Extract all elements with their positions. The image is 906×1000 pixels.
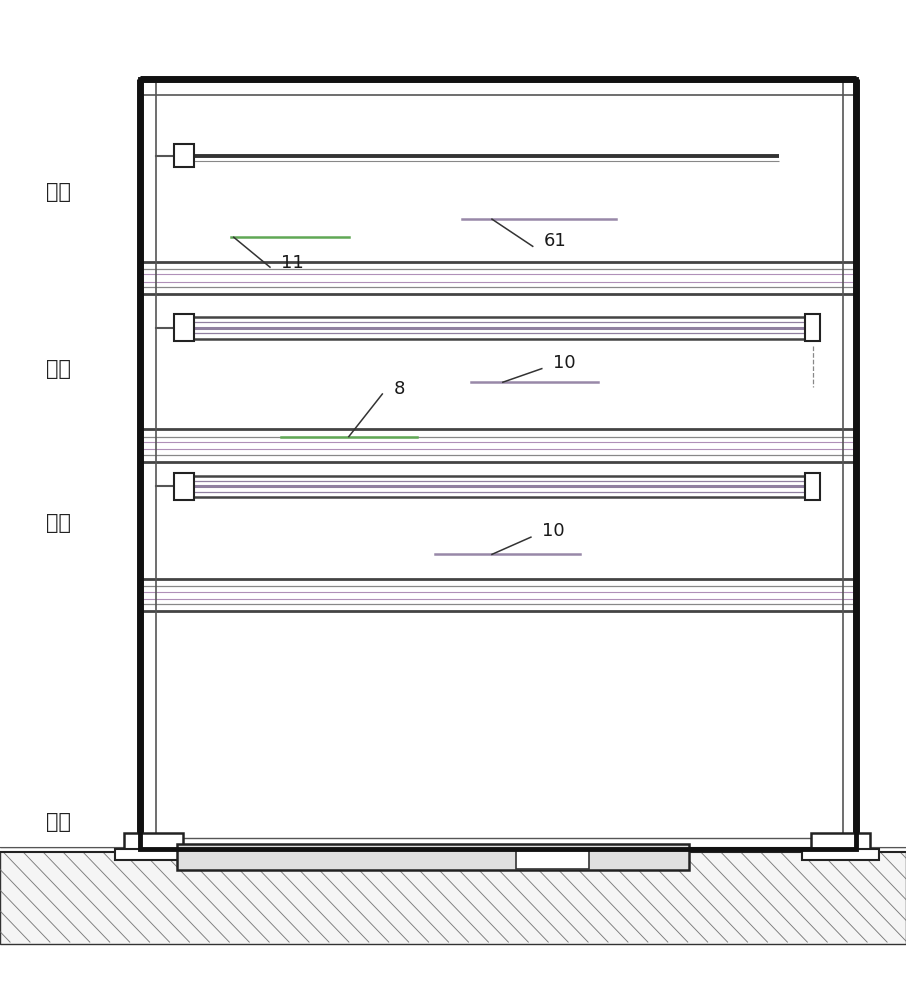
Text: 二层: 二层 (46, 513, 72, 533)
Bar (115, 849, 192, 860)
Bar (177, 844, 689, 870)
Bar (811, 833, 870, 849)
Text: 三层: 三层 (46, 359, 72, 379)
Bar (124, 833, 183, 849)
Bar (805, 473, 820, 500)
Bar (0, 849, 906, 853)
Text: 10: 10 (553, 354, 575, 372)
Bar (140, 79, 856, 849)
Bar (174, 144, 194, 167)
Text: 一层: 一层 (46, 812, 72, 832)
Text: 61: 61 (544, 232, 566, 250)
Bar (174, 314, 194, 341)
Bar (805, 314, 820, 341)
Text: 11: 11 (281, 254, 304, 272)
Bar (0, 849, 906, 944)
Bar (516, 849, 589, 869)
Text: 10: 10 (542, 522, 564, 540)
Bar (802, 849, 879, 860)
Bar (174, 473, 194, 500)
Text: 四层: 四层 (46, 182, 72, 202)
Text: 8: 8 (394, 380, 406, 398)
